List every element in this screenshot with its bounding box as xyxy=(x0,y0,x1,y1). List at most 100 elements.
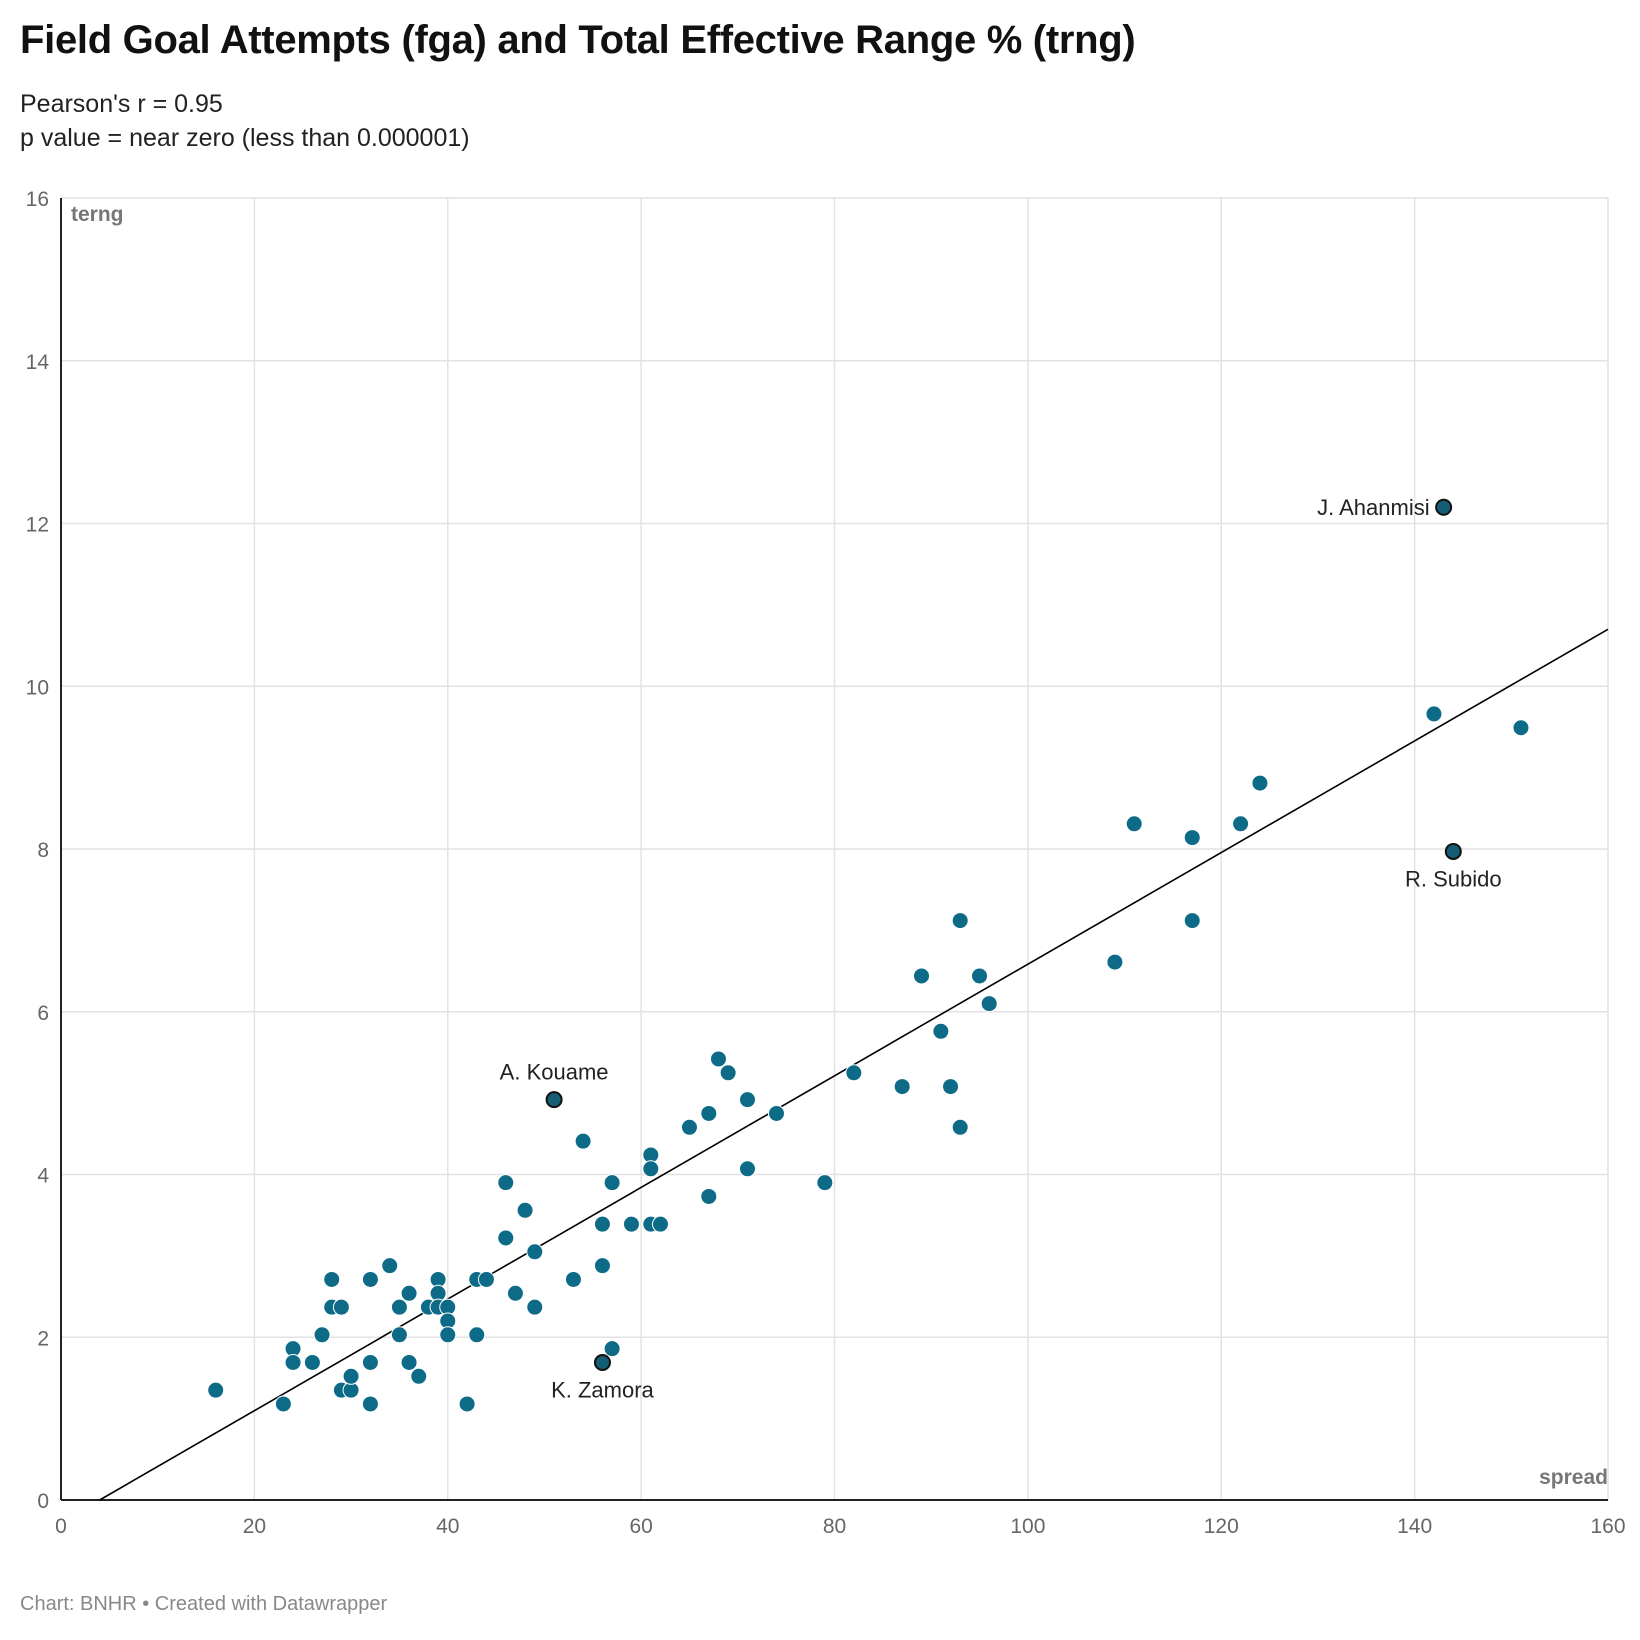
data-point xyxy=(951,1118,969,1136)
data-point xyxy=(526,1298,544,1316)
data-point xyxy=(390,1326,408,1344)
data-point xyxy=(593,1257,611,1275)
x-tick-label: 0 xyxy=(55,1515,67,1538)
x-tick-label: 40 xyxy=(436,1515,459,1538)
y-tick-label: 8 xyxy=(37,839,49,862)
data-point xyxy=(622,1215,640,1233)
data-point xyxy=(651,1215,669,1233)
data-point xyxy=(458,1395,476,1413)
data-point xyxy=(1106,953,1124,971)
subtitle-pearson: Pearson's r = 0.95 xyxy=(20,90,223,118)
data-point xyxy=(642,1160,660,1178)
data-point xyxy=(410,1367,428,1385)
data-point xyxy=(719,1064,737,1082)
x-tick-label: 120 xyxy=(1204,1515,1239,1538)
data-point xyxy=(680,1118,698,1136)
data-point xyxy=(564,1270,582,1288)
data-point xyxy=(1183,912,1201,930)
data-point xyxy=(700,1187,718,1205)
y-tick-label: 14 xyxy=(26,351,50,374)
data-point xyxy=(709,1050,727,1068)
data-point xyxy=(477,1270,495,1288)
data-point xyxy=(1425,705,1443,723)
highlighted-points: J. Ahanmisi R. Subido A. Kouame K. Zamora xyxy=(500,495,1502,1402)
x-tick-label: 80 xyxy=(823,1515,846,1538)
point-annotation: K. Zamora xyxy=(551,1377,654,1402)
data-point xyxy=(516,1201,534,1219)
y-tick-label: 12 xyxy=(26,514,49,537)
chart-title: Field Goal Attempts (fga) and Total Effe… xyxy=(20,18,1136,62)
data-point xyxy=(816,1174,834,1192)
highlighted-point xyxy=(593,1353,611,1371)
data-point xyxy=(942,1078,960,1096)
data-point xyxy=(284,1353,302,1371)
data-point xyxy=(526,1243,544,1261)
data-point xyxy=(323,1270,341,1288)
data-point xyxy=(603,1340,621,1358)
data-points xyxy=(207,705,1530,1413)
data-point xyxy=(361,1270,379,1288)
data-point xyxy=(845,1064,863,1082)
data-point xyxy=(1232,815,1250,833)
y-tick-label: 6 xyxy=(37,1002,49,1025)
data-point xyxy=(303,1353,321,1371)
point-annotation: R. Subido xyxy=(1405,866,1502,891)
subtitle-p-value: p value = near zero (less than 0.000001) xyxy=(20,124,470,152)
data-point xyxy=(390,1298,408,1316)
grid-lines xyxy=(61,197,1609,1500)
data-point xyxy=(313,1326,331,1344)
data-point xyxy=(893,1078,911,1096)
data-point xyxy=(738,1160,756,1178)
data-point xyxy=(1125,815,1143,833)
data-point xyxy=(767,1104,785,1122)
chart-footer: Chart: BNHR • Created with Datawrapper xyxy=(20,1593,388,1615)
highlighted-point xyxy=(1435,498,1453,516)
axes xyxy=(60,198,1608,1501)
data-point xyxy=(1183,829,1201,847)
x-tick-label: 160 xyxy=(1590,1515,1625,1538)
point-annotation: A. Kouame xyxy=(500,1060,609,1085)
data-point xyxy=(913,967,931,985)
data-point xyxy=(738,1091,756,1109)
data-point xyxy=(361,1395,379,1413)
y-axis-label: terng xyxy=(71,203,124,226)
data-point xyxy=(700,1104,718,1122)
data-point xyxy=(439,1326,457,1344)
data-point xyxy=(400,1353,418,1371)
data-point xyxy=(497,1174,515,1192)
tick-labels: 0 20 40 60 80 100 120 140 160 0 2 4 6 8 10 12 14 16 xyxy=(26,188,1626,1538)
highlighted-point xyxy=(1444,842,1462,860)
highlighted-point xyxy=(545,1091,563,1109)
y-tick-label: 0 xyxy=(37,1490,49,1513)
data-point xyxy=(342,1367,360,1385)
x-tick-label: 100 xyxy=(1010,1515,1045,1538)
x-tick-label: 60 xyxy=(629,1515,652,1538)
data-point xyxy=(400,1284,418,1302)
x-axis-label: spread xyxy=(1539,1466,1608,1489)
data-point xyxy=(497,1229,515,1247)
data-point xyxy=(207,1381,225,1399)
data-point xyxy=(381,1257,399,1275)
data-point xyxy=(980,995,998,1013)
data-point xyxy=(932,1022,950,1040)
data-point xyxy=(593,1215,611,1233)
y-tick-label: 4 xyxy=(37,1165,49,1188)
y-tick-label: 16 xyxy=(26,188,49,211)
data-point xyxy=(506,1284,524,1302)
data-point xyxy=(1251,774,1269,792)
x-tick-label: 20 xyxy=(243,1515,266,1538)
data-point xyxy=(361,1353,379,1371)
data-point xyxy=(603,1174,621,1192)
data-point xyxy=(468,1326,486,1344)
data-point xyxy=(574,1132,592,1150)
point-annotation: J. Ahanmisi xyxy=(1317,495,1430,520)
data-point xyxy=(1512,719,1530,737)
x-tick-label: 140 xyxy=(1397,1515,1432,1538)
data-point xyxy=(332,1298,350,1316)
y-tick-label: 2 xyxy=(37,1327,49,1350)
data-point xyxy=(951,912,969,930)
data-point xyxy=(274,1395,292,1413)
data-point xyxy=(971,967,989,985)
y-tick-label: 10 xyxy=(26,676,49,699)
